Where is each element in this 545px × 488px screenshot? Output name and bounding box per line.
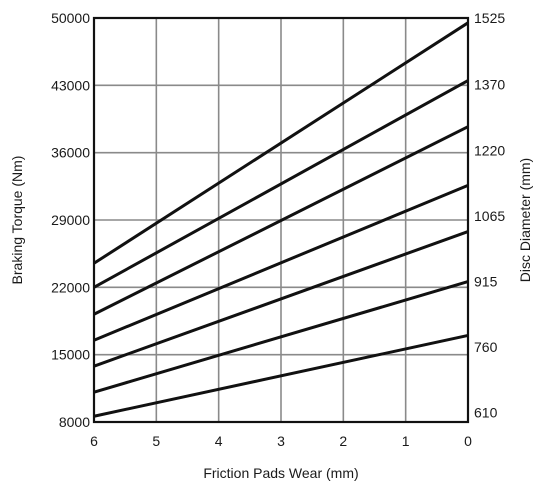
x-tick-label-0: 0 <box>464 433 472 449</box>
disc-diameter-labels: 1525 1370 1220 1065 915 760 610 <box>474 10 505 420</box>
series-line-1065 <box>93 183 469 342</box>
plot-frame <box>92 16 470 424</box>
y-axis-tick-labels: 8000 15000 22000 29000 36000 43000 50000 <box>51 10 90 430</box>
series-line-1220 <box>93 125 469 316</box>
disc-diameter-label-915: 915 <box>474 274 498 290</box>
y-tick-label-15000: 15000 <box>51 347 90 363</box>
y-tick-label-43000: 43000 <box>51 77 90 93</box>
x-tick-label-4: 4 <box>215 433 223 449</box>
y-tick-label-29000: 29000 <box>51 212 90 228</box>
series-line-915 <box>93 230 469 368</box>
series-lines <box>93 21 469 418</box>
y-tick-label-50000: 50000 <box>51 10 90 26</box>
x-tick-label-1: 1 <box>402 433 410 449</box>
x-tick-label-6: 6 <box>90 433 98 449</box>
x-axis-title: Friction Pads Wear (mm) <box>203 465 358 481</box>
disc-diameter-label-1370: 1370 <box>474 76 505 92</box>
x-axis-tick-labels: 6 5 4 3 2 1 0 <box>90 433 472 449</box>
disc-diameter-label-610: 610 <box>474 404 498 420</box>
y-axis-title: Braking Torque (Nm) <box>9 156 25 285</box>
series-line-610 <box>93 333 469 418</box>
series-line-1525 <box>93 21 469 265</box>
y2-axis-title: Disc Diameter (mm) <box>517 158 533 282</box>
disc-diameter-label-1065: 1065 <box>474 208 505 224</box>
x-tick-label-5: 5 <box>152 433 160 449</box>
disc-diameter-label-1220: 1220 <box>474 143 505 159</box>
y-tick-label-8000: 8000 <box>59 414 90 430</box>
series-line-760 <box>93 280 469 394</box>
x-tick-label-2: 2 <box>339 433 347 449</box>
grid-lines <box>94 18 468 422</box>
y-tick-label-36000: 36000 <box>51 145 90 161</box>
disc-diameter-label-760: 760 <box>474 339 498 355</box>
disc-diameter-label-1525: 1525 <box>474 10 505 26</box>
x-tick-label-3: 3 <box>277 433 285 449</box>
series-line-1370 <box>93 79 469 289</box>
y-tick-label-22000: 22000 <box>51 279 90 295</box>
